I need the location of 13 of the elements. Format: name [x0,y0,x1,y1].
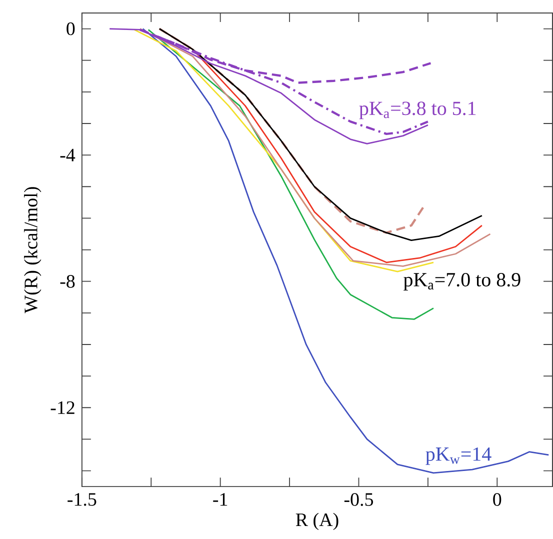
x-tick-label: -0.5 [344,493,374,506]
x-tick-label: -1 [213,493,228,506]
y-axis-title: W(R) (kcal/mol) [24,187,42,314]
y-tick-label: -8 [60,275,75,288]
y-tick-label: 0 [66,22,75,36]
series-label: pK$_{a}$=7.0 to 8.9 [404,273,520,291]
series-label: pK$_{a}$=3.8 to 5.1 [359,102,476,120]
series-label: pK$_{w}$=14 [426,448,492,466]
x-tick-label: -1.5 [68,493,96,506]
x-axis-title: R (A) [296,513,338,530]
y-tick-label: -12 [50,402,74,414]
y-tick-label: -4 [60,149,76,162]
x-tick-label: 0 [493,493,502,506]
